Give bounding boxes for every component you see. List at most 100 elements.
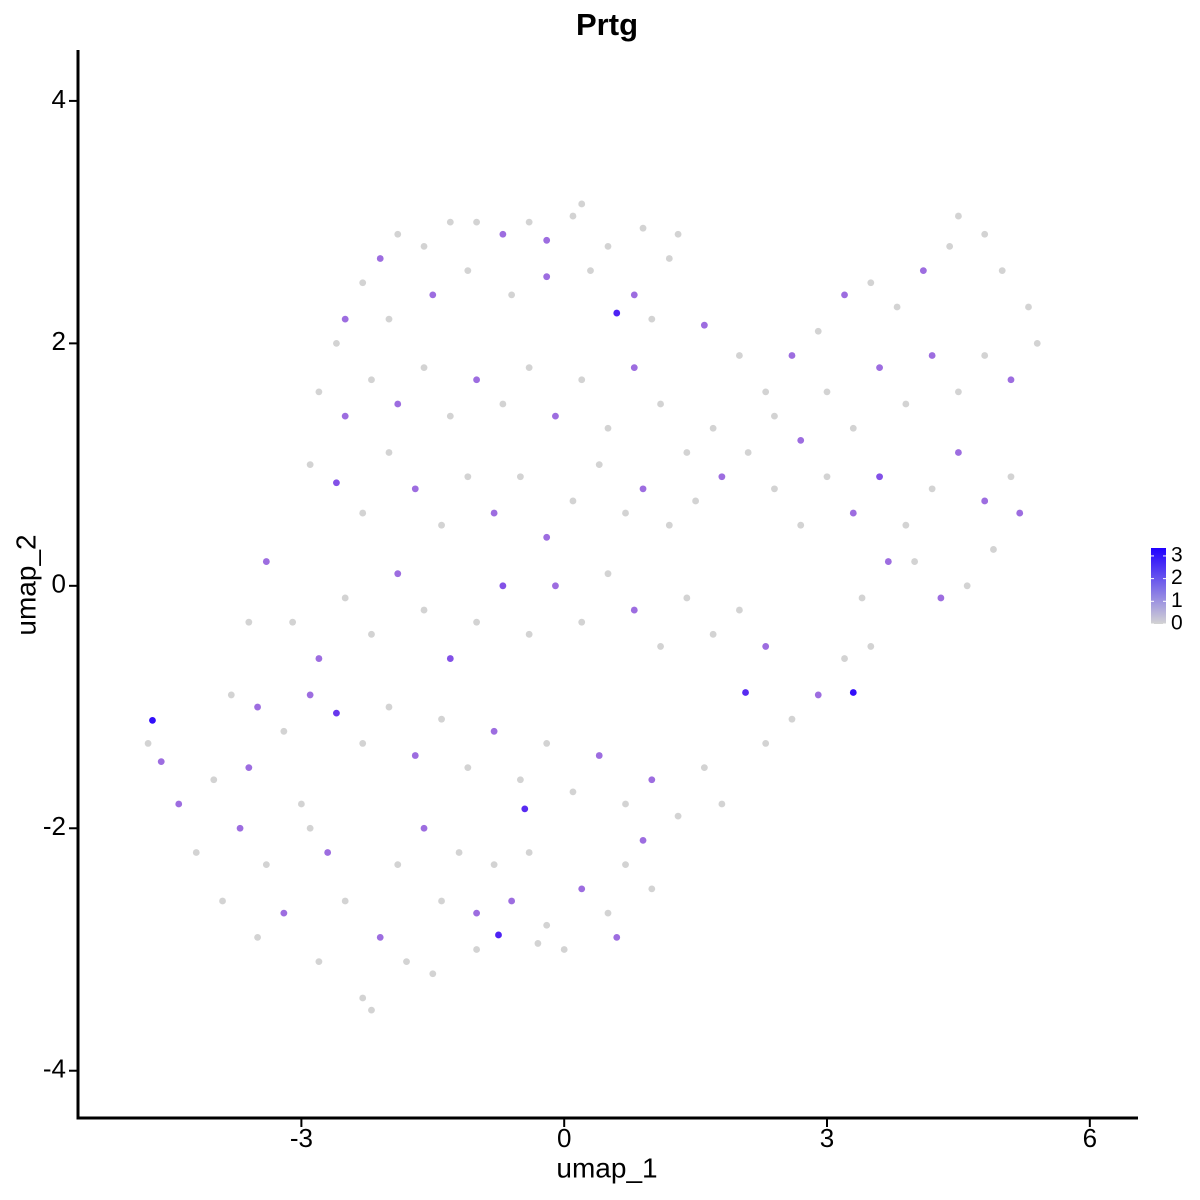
point xyxy=(464,473,472,481)
point xyxy=(569,788,577,796)
point xyxy=(403,958,410,966)
point xyxy=(630,364,638,372)
point xyxy=(394,400,402,408)
point xyxy=(981,352,989,359)
point xyxy=(525,364,533,372)
point xyxy=(876,364,883,372)
point xyxy=(376,255,384,262)
point xyxy=(368,1006,375,1014)
point xyxy=(368,630,375,638)
y-tick-label: 4 xyxy=(52,84,66,114)
point xyxy=(236,824,244,832)
point xyxy=(604,570,612,578)
point xyxy=(315,388,323,396)
point xyxy=(420,824,428,832)
point xyxy=(359,994,367,1002)
point xyxy=(858,594,866,602)
point xyxy=(464,764,472,772)
point xyxy=(262,861,270,869)
colorbar-label: 3 xyxy=(1171,543,1183,566)
point xyxy=(884,558,892,565)
point xyxy=(341,412,349,420)
point xyxy=(429,291,437,299)
point xyxy=(928,352,936,359)
point xyxy=(508,897,516,905)
point xyxy=(622,800,629,808)
point xyxy=(438,715,445,723)
point xyxy=(814,691,822,699)
point xyxy=(446,412,454,420)
point xyxy=(359,740,367,747)
point xyxy=(823,388,831,396)
point xyxy=(849,689,857,696)
point xyxy=(718,800,726,808)
point xyxy=(771,412,778,420)
point xyxy=(893,303,901,311)
point xyxy=(744,449,752,456)
point xyxy=(543,921,551,929)
point xyxy=(981,230,989,238)
point xyxy=(508,291,516,299)
point xyxy=(490,509,498,517)
point xyxy=(622,509,629,517)
point xyxy=(376,933,384,941)
colorbar-label: 2 xyxy=(1171,566,1183,589)
point xyxy=(578,618,586,626)
point xyxy=(657,400,664,408)
point xyxy=(841,291,848,299)
point xyxy=(359,279,367,287)
point xyxy=(446,655,454,662)
point xyxy=(797,521,805,529)
point xyxy=(742,689,749,696)
point xyxy=(639,836,647,844)
point xyxy=(1007,376,1015,384)
point xyxy=(262,558,270,565)
point xyxy=(394,861,402,869)
point xyxy=(814,327,822,335)
point xyxy=(543,533,551,541)
point xyxy=(762,740,770,747)
point xyxy=(464,267,472,275)
point xyxy=(578,376,586,384)
point xyxy=(762,388,770,396)
point xyxy=(595,752,603,759)
point xyxy=(955,388,962,396)
point xyxy=(963,582,971,590)
point xyxy=(955,212,962,220)
point xyxy=(473,909,480,917)
point xyxy=(578,885,586,893)
point xyxy=(333,709,340,717)
point xyxy=(587,267,594,275)
y-tick-label: 2 xyxy=(52,326,66,356)
point xyxy=(683,449,691,456)
point xyxy=(411,485,419,493)
point xyxy=(911,558,919,565)
point xyxy=(613,933,621,941)
point xyxy=(981,497,989,505)
point xyxy=(674,812,682,820)
point xyxy=(867,643,875,650)
point xyxy=(306,691,314,699)
point xyxy=(210,776,218,784)
point xyxy=(552,582,559,590)
point xyxy=(499,230,507,238)
y-tick-label: -2 xyxy=(43,811,66,841)
point xyxy=(569,212,577,220)
point xyxy=(333,339,340,347)
point xyxy=(521,805,529,813)
point xyxy=(648,315,656,323)
point xyxy=(245,764,253,772)
point xyxy=(946,242,954,250)
point xyxy=(490,727,498,735)
point xyxy=(788,715,796,723)
point xyxy=(297,800,305,808)
point xyxy=(630,606,638,614)
point xyxy=(473,946,480,953)
point xyxy=(552,412,559,420)
point xyxy=(455,849,463,856)
point xyxy=(394,230,402,238)
point xyxy=(665,255,673,262)
point xyxy=(385,315,393,323)
point xyxy=(495,931,502,939)
point xyxy=(306,824,314,832)
